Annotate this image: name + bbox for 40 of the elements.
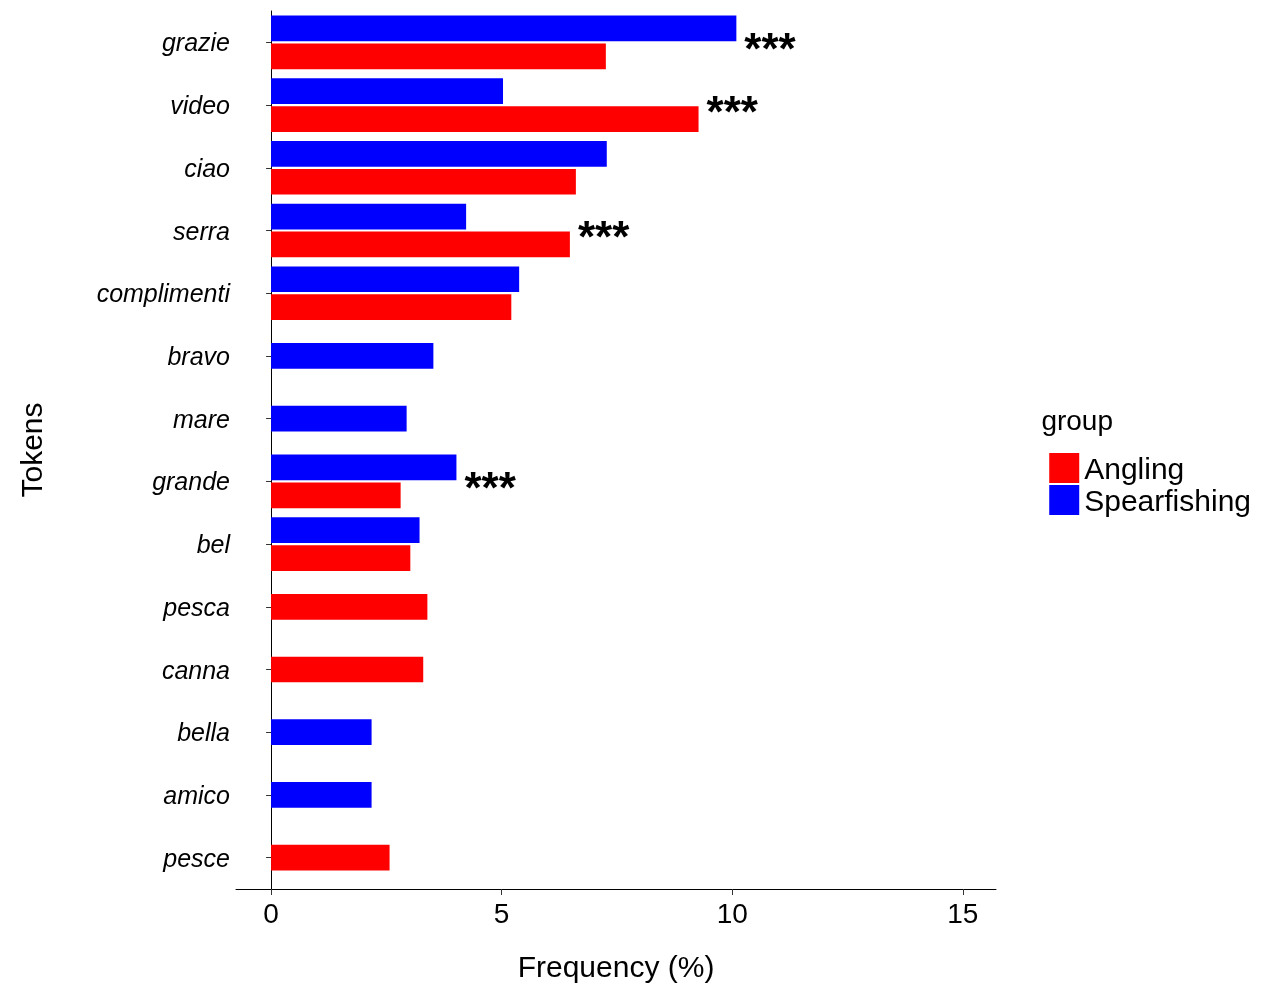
annotation: *** (577, 212, 631, 261)
y-tick-label: amico (163, 780, 231, 809)
y-tick-label: pesce (162, 843, 230, 872)
y-axis-title: Tokens (14, 402, 48, 498)
x-tick-label: 5 (493, 897, 510, 929)
bar (271, 454, 457, 481)
bar (271, 517, 420, 543)
legend-title: group (1041, 404, 1114, 436)
y-tick-label: pesca (162, 592, 231, 621)
y-tick-label: video (170, 91, 231, 120)
y-tick-label: bel (196, 530, 232, 559)
y-tick-label: canna (161, 655, 231, 684)
annotation: *** (744, 23, 797, 73)
y-tick-label: grande (152, 467, 230, 496)
y-tick-label: ciao (184, 153, 231, 182)
bar (271, 203, 467, 230)
bar (271, 106, 699, 132)
x-tick-label: 10 (716, 897, 748, 929)
bar (271, 168, 576, 195)
bar (271, 294, 512, 321)
bar (271, 231, 570, 258)
bar (271, 15, 737, 42)
x-tick-label: 15 (947, 897, 979, 929)
y-tick-label: bella (177, 718, 231, 747)
bar (271, 43, 606, 70)
bar (271, 78, 504, 104)
y-tick-label: serra (173, 216, 231, 245)
bar (271, 266, 520, 293)
bar (271, 140, 607, 167)
y-tick-label: bravo (167, 341, 231, 370)
legend-label: Angling (1084, 451, 1185, 485)
x-axis-title: Frequency (%) (517, 949, 715, 983)
y-tick-label: complimenti (96, 279, 232, 308)
bar (271, 482, 401, 509)
y-tick-label: grazie (161, 28, 230, 57)
bar (271, 545, 411, 571)
annotation: *** (706, 86, 759, 136)
annotation: *** (464, 462, 517, 512)
y-tick-label: mare (173, 404, 230, 433)
x-tick-label: 0 (263, 897, 279, 929)
